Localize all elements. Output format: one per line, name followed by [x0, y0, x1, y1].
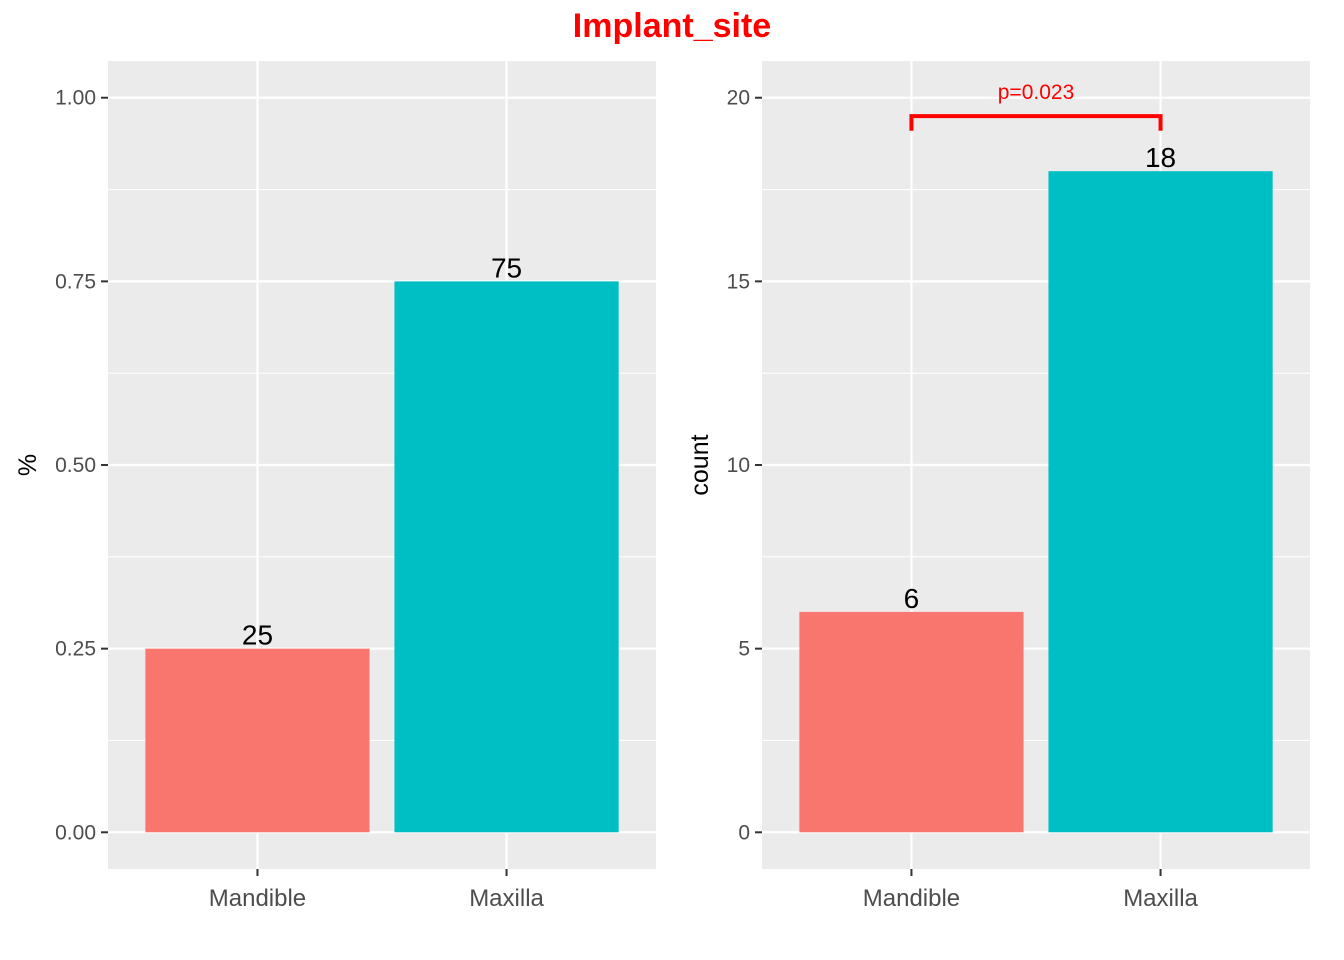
y-tick-label: 20	[727, 87, 750, 110]
bar-label-mandible: 25	[242, 620, 273, 651]
y-tick-label: 0	[738, 821, 750, 844]
panel-percent: 0.00 0.25 0.50 0.75 1.00 25 Mandible 75 Maxilla%	[14, 61, 656, 912]
y-axis-title: count	[686, 434, 714, 495]
significance-bracket	[909, 114, 1163, 131]
x-tick-label: Maxilla	[469, 885, 544, 912]
bar-label-mandible: 6	[904, 583, 920, 614]
y-tick-label: 10	[727, 454, 750, 477]
p-value-label: p=0.023	[998, 81, 1075, 104]
bar-maxilla	[394, 281, 619, 833]
y-tick-label: 0.25	[55, 638, 96, 661]
x-tick-label: Mandible	[863, 885, 960, 912]
y-tick-label: 1.00	[55, 87, 96, 110]
bar-mandible	[799, 611, 1024, 833]
bar-label-maxilla: 75	[491, 252, 522, 283]
y-tick-label: 0.75	[55, 270, 96, 293]
x-tick-label: Maxilla	[1123, 885, 1198, 912]
y-tick-label: 15	[727, 270, 750, 293]
x-tick-label: Mandible	[209, 885, 306, 912]
panel-count: 0 5 10 15 20 6 Mandible 18 Maxilla count p=0.023	[686, 61, 1310, 912]
figure-title: Implant_site	[573, 7, 771, 45]
bar-label-maxilla: 18	[1145, 142, 1176, 173]
y-tick-label: 5	[738, 638, 750, 661]
y-tick-label: 0.00	[55, 821, 96, 844]
bar-maxilla	[1048, 171, 1273, 833]
bar-mandible	[145, 648, 370, 833]
y-axis-title: %	[14, 454, 42, 476]
y-tick-label: 0.50	[55, 454, 96, 477]
